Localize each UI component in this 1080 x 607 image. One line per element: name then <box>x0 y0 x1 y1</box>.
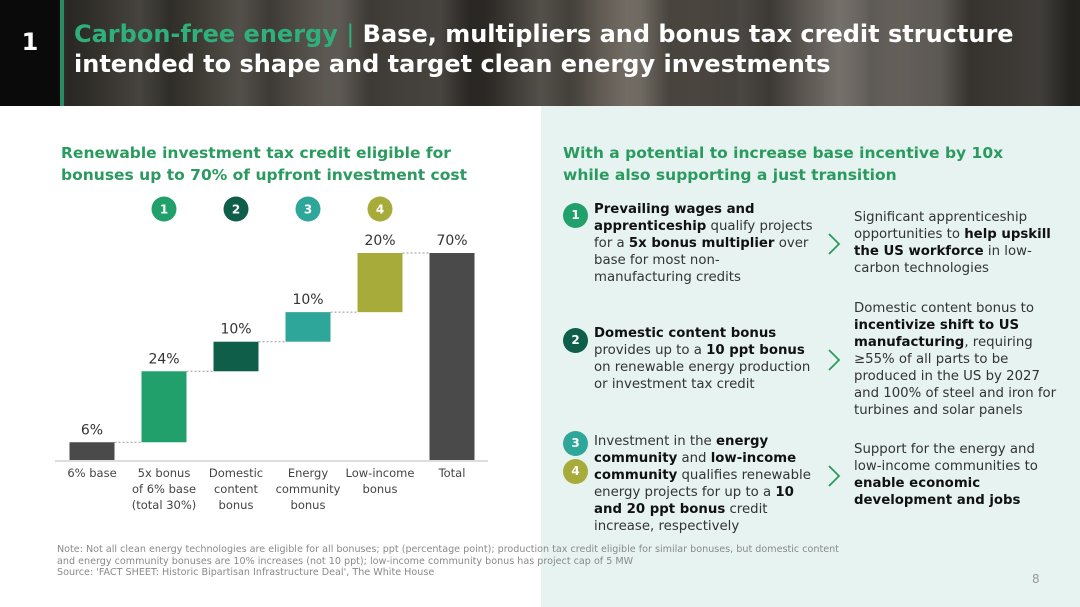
impact-description: Support for the energy and low-income co… <box>854 441 1064 509</box>
impact-description: Significant apprenticeship opportunities… <box>854 209 1064 277</box>
body-text: , requiring ≥55% of all parts to be prod… <box>854 335 1057 418</box>
footnote-note: Note: Not all clean energy technologies … <box>57 544 839 567</box>
marker-circle-2 <box>223 196 249 222</box>
body-text: provides up to a <box>594 343 707 358</box>
chevron-right-icon <box>828 349 841 371</box>
emphasis-text: help upskill the US workforce <box>854 227 1051 259</box>
bar-4 <box>285 312 331 342</box>
bonus-description: Prevailing wages and apprenticeship qual… <box>594 201 816 286</box>
emphasis-text: 5x bonus multiplier <box>628 236 775 251</box>
header-background-image <box>0 0 1080 106</box>
left-section-title: Renewable investment tax credit eligible… <box>61 144 468 184</box>
category-label-3: content <box>214 482 259 496</box>
right-section-title: With a potential to increase base incent… <box>563 144 1004 184</box>
title-rest: Base, multipliers and bonus tax credit s… <box>74 20 1014 78</box>
page-number: 8 <box>1032 572 1040 586</box>
category-label-5: bonus <box>363 482 398 496</box>
section-number-box: 1 <box>0 0 64 106</box>
body-text: Support for the energy and low-income co… <box>854 442 1038 474</box>
data-label-4: 10% <box>292 292 323 308</box>
emphasis-text: energy community <box>594 434 769 466</box>
waterfall-chart: 6% 24% 10% 10% 20% 70% 6% base 5x bonus of 6% ba… <box>55 196 488 512</box>
marker-number-2: 2 <box>232 203 240 217</box>
body-text: in low-carbon technologies <box>854 244 1032 276</box>
footnote: Note: Not all clean energy technologies … <box>57 544 857 579</box>
bar-2 <box>141 371 187 443</box>
data-label-1: 6% <box>81 422 103 438</box>
category-label-2: (total 30%) <box>132 498 197 512</box>
category-label-1: 6% base <box>67 466 116 480</box>
body-text: credit increase, respectively <box>594 502 768 534</box>
right-panel <box>541 106 1080 607</box>
bar-5 <box>357 253 403 313</box>
category-label-2: 5x bonus <box>138 466 191 480</box>
data-label-3: 10% <box>220 322 251 338</box>
emphasis-text: enable economic development and jobs <box>854 476 1021 508</box>
bar-6 <box>429 253 475 460</box>
emphasis-text: 10 ppt bonus <box>706 343 805 358</box>
marker-circle-4 <box>367 196 393 222</box>
body-text: over base for most non-manufacturing cre… <box>594 236 809 285</box>
category-label-3: bonus <box>219 498 254 512</box>
marker-badge-2: 2 <box>563 328 588 353</box>
body-text: qualifies renewable energy projects for … <box>594 468 811 500</box>
chevron-right-icon <box>828 465 841 487</box>
marker-badge-1: 1 <box>563 203 588 228</box>
impact-description: Domestic content bonus to incentivize sh… <box>854 300 1064 419</box>
marker-circle-3 <box>295 196 321 222</box>
title-separator: | <box>346 20 355 48</box>
category-label-5: Low-income <box>346 466 415 480</box>
body-text: and <box>677 451 711 466</box>
body-text: Domestic content bonus to <box>854 301 1034 316</box>
emphasis-text: incentivize shift to US manufacturing <box>854 318 1020 350</box>
data-label-2: 24% <box>148 351 179 367</box>
body-text: Significant apprenticeship opportunities… <box>854 210 1028 242</box>
bonus-description: Investment in the energy community and l… <box>594 433 816 535</box>
bonus-description: Domestic content bonus provides up to a … <box>594 325 816 393</box>
bar-1 <box>69 442 115 460</box>
body-text: qualify projects for a <box>594 219 813 251</box>
marker-badge-3: 3 <box>563 431 588 456</box>
data-label-6: 70% <box>436 233 467 249</box>
marker-badge-4: 4 <box>563 459 588 484</box>
page-title: Carbon-free energy | Base, multipliers a… <box>74 19 1034 79</box>
emphasis-text: low-income community <box>594 451 797 483</box>
title-accent: Carbon-free energy <box>74 20 338 48</box>
category-label-4: bonus <box>291 498 326 512</box>
bar-3 <box>213 341 259 372</box>
marker-number-4: 4 <box>376 203 384 217</box>
emphasis-text: Prevailing wages and apprenticeship <box>594 202 755 234</box>
header-banner <box>0 0 1080 106</box>
emphasis-text: Domestic content bonus <box>594 326 777 341</box>
section-number: 1 <box>21 28 39 56</box>
category-label-4: community <box>276 482 341 496</box>
category-label-6: Total <box>438 466 466 480</box>
chevron-right-icon <box>828 233 841 255</box>
marker-number-3: 3 <box>304 203 312 217</box>
category-label-4: Energy <box>288 466 328 480</box>
data-label-5: 20% <box>364 233 395 249</box>
category-label-2: of 6% base <box>132 482 196 496</box>
category-label-3: Domestic <box>209 466 263 480</box>
marker-circle-1 <box>151 196 177 222</box>
marker-number-1: 1 <box>160 203 168 217</box>
emphasis-text: 10 and 20 ppt bonus <box>594 485 794 517</box>
footnote-source: Source: 'FACT SHEET: Historic Bipartisan… <box>57 567 435 578</box>
body-text: Investment in the <box>594 434 716 449</box>
body-text: on renewable energy production or invest… <box>594 360 811 392</box>
